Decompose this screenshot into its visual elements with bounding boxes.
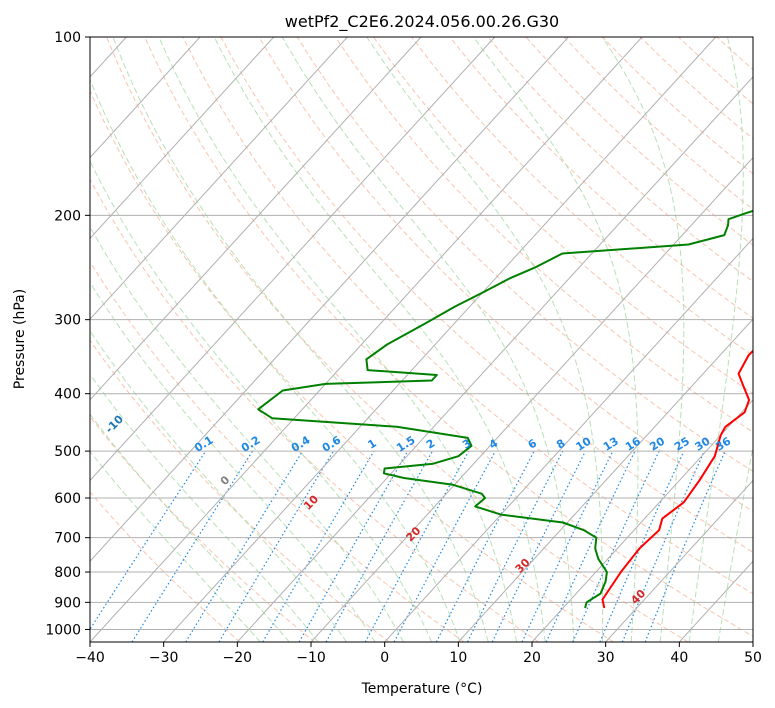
y-tick-label: 1000 bbox=[45, 622, 81, 638]
isotherm-line bbox=[90, 37, 275, 240]
x-tick-label: 10 bbox=[449, 650, 467, 666]
mixing-ratio-line bbox=[325, 450, 434, 642]
moist-adiabat-line bbox=[112, 37, 489, 642]
isotherm-line bbox=[457, 318, 753, 642]
isotherm-line bbox=[90, 37, 643, 642]
dry-adiabat-line bbox=[258, 37, 753, 513]
isotherm-line bbox=[90, 37, 569, 563]
isotherm-line bbox=[90, 37, 348, 320]
x-tick-label: −20 bbox=[223, 650, 253, 666]
moist-adiabats bbox=[90, 37, 753, 642]
moist-adiabat-line bbox=[688, 37, 744, 642]
x-tick-label: −10 bbox=[296, 650, 326, 666]
moist-adiabat-line bbox=[90, 281, 376, 642]
mixing-ratio-line bbox=[466, 450, 564, 642]
x-axis-label: Temperature (°C) bbox=[361, 681, 483, 697]
x-axis-ticks: −40 −30 −20 −10 0 10 20 30 40 50 bbox=[75, 642, 762, 666]
profiles bbox=[257, 209, 753, 609]
y-tick-label: 100 bbox=[54, 30, 81, 46]
dry-adiabat-line bbox=[411, 37, 753, 357]
isotherm-line bbox=[310, 156, 753, 642]
mixing-ratio-line bbox=[572, 450, 660, 642]
moist-adiabat-line bbox=[90, 225, 404, 642]
y-axis-label: Pressure (hPa) bbox=[12, 289, 28, 389]
mixing-ratio-line bbox=[393, 450, 496, 642]
mixing-ratio-line bbox=[131, 450, 254, 642]
x-tick-label: 20 bbox=[523, 650, 541, 666]
x-tick-label: 50 bbox=[744, 650, 762, 666]
isobars bbox=[90, 37, 753, 630]
mixing-ratio-line bbox=[185, 450, 304, 642]
dry-adiabat-line bbox=[90, 89, 614, 642]
y-tick-label: 700 bbox=[54, 531, 81, 547]
x-tick-label: 30 bbox=[597, 650, 615, 666]
y-tick-label: 300 bbox=[54, 313, 81, 329]
temperature-profile-line bbox=[601, 349, 753, 609]
moist-adiabat-line bbox=[90, 450, 261, 642]
moist-adiabat-line bbox=[601, 37, 685, 642]
dry-adiabat-line bbox=[90, 339, 390, 642]
moist-adiabat-line bbox=[717, 444, 753, 642]
y-tick-label: 500 bbox=[54, 444, 81, 460]
y-tick-label: 400 bbox=[54, 387, 81, 403]
dry-adiabat-line bbox=[334, 37, 753, 433]
isotherm-line bbox=[90, 37, 201, 159]
mixing-ratio-line bbox=[364, 450, 470, 642]
moist-adiabat-line bbox=[281, 37, 575, 642]
y-axis-ticks: 100 200 300 400 500 600 700 800 900 1000 bbox=[45, 30, 90, 638]
dry-adiabat-line bbox=[90, 260, 465, 642]
isotherms bbox=[90, 37, 753, 642]
chart-title: wetPf2_C2E6.2024.056.00.26.G30 bbox=[285, 12, 559, 32]
moist-adiabat-line bbox=[366, 37, 604, 642]
dewpoint-profile-line bbox=[257, 209, 753, 609]
mixing-ratio-line bbox=[599, 450, 685, 642]
y-tick-label: 800 bbox=[54, 565, 81, 581]
plot-area: -100-90-80-70-60-50-40-30-20-10010203040… bbox=[90, 37, 753, 642]
moist-adiabat-line bbox=[90, 373, 319, 642]
dry-adiabat-line bbox=[449, 37, 753, 319]
isotherm-line bbox=[90, 37, 422, 401]
dry-adiabat-line bbox=[220, 37, 753, 553]
moist-adiabat-line bbox=[158, 37, 518, 642]
isotherm-line bbox=[531, 399, 753, 642]
x-tick-label: −30 bbox=[149, 650, 179, 666]
y-tick-label: 900 bbox=[54, 595, 81, 611]
moist-adiabat-line bbox=[90, 78, 461, 642]
moist-adiabat-line bbox=[90, 329, 347, 642]
moist-adiabat-line bbox=[90, 413, 290, 642]
dry-adiabat-line bbox=[90, 178, 540, 642]
mixing-ratio-line bbox=[621, 450, 705, 642]
moist-adiabat-line bbox=[213, 37, 546, 642]
isotherm-line bbox=[384, 237, 753, 642]
x-tick-label: 40 bbox=[670, 650, 688, 666]
isotherm-line bbox=[90, 37, 496, 482]
x-tick-label: 0 bbox=[380, 650, 389, 666]
plot-frame bbox=[89, 36, 754, 643]
y-tick-label: 600 bbox=[54, 491, 81, 507]
y-tick-label: 200 bbox=[54, 208, 81, 224]
mixing-ratio-line bbox=[90, 450, 207, 631]
x-tick-label: −40 bbox=[75, 650, 105, 666]
isotherm-line bbox=[605, 479, 753, 642]
moist-adiabat-line bbox=[472, 37, 639, 642]
moist-adiabat-line bbox=[90, 160, 433, 642]
isotherm-line bbox=[163, 37, 717, 642]
isotherm-line bbox=[236, 76, 753, 642]
